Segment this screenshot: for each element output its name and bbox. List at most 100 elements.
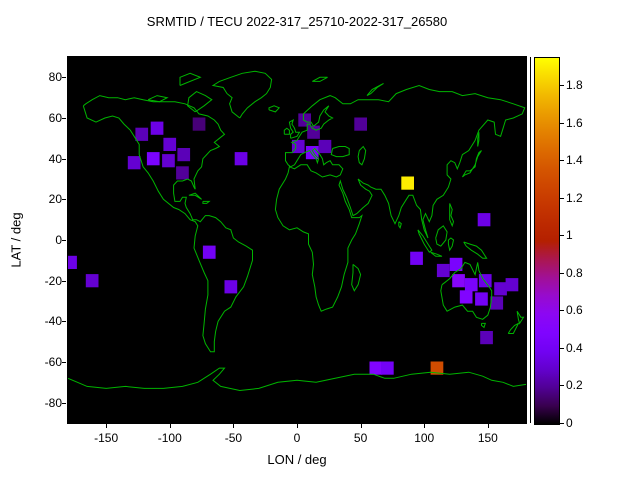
coastline [447,237,455,252]
coastline [507,322,520,334]
y-tick-mark [62,199,66,201]
y-tick-mark [62,77,66,79]
x-tick-label: 150 [477,431,498,445]
heatmap-cell [162,154,175,168]
colorbar-tick-mark [560,85,564,87]
colorbar-tick-mark [560,122,564,124]
y-tick-mark [62,280,66,282]
x-tick-mark [487,424,489,428]
heatmap-cell [307,125,320,139]
colorbar-tick-mark [560,272,564,274]
coastline [351,264,362,292]
colorbar-tick-label: 0.2 [566,378,583,393]
coastline [398,221,402,229]
heatmap-cell [452,274,465,288]
heatmap-cell [369,361,383,375]
coastline [357,145,367,166]
heatmap-cell [464,278,478,292]
heatmap-cell [436,263,450,278]
colorbar-tick-mark [560,423,564,424]
heatmap-cell [202,245,216,259]
x-tick-label: -150 [94,431,119,445]
colorbar-tick-label: 0.4 [566,340,583,355]
coastline [274,84,526,312]
colorbar-tick-mark [560,235,564,237]
heatmap-cell [150,121,164,135]
coastline [481,322,486,329]
heatmap-cell [430,361,444,375]
coastline [68,367,526,392]
heatmap-cell [192,117,206,131]
coastline [477,132,480,147]
colorbar-tick-mark [560,197,564,199]
colorbar-tick-mark [560,160,564,162]
coastline [463,241,488,259]
coastline [430,251,443,257]
x-tick-mark [297,424,298,428]
heatmap-cell [480,331,493,345]
coastline [449,203,455,228]
y-tick-mark [62,402,66,404]
coastline [288,118,301,139]
coastline [312,76,328,82]
heatmap-cell [298,113,311,127]
coastline [82,95,253,353]
heatmap-cell [127,156,141,170]
coastline [268,105,281,113]
coastline [366,82,384,97]
x-tick-mark [360,424,362,428]
colorbar-tick-label: 1 [566,228,573,243]
coastline [187,91,213,113]
y-tick-label: 0 [55,233,62,247]
heatmap-cell [494,282,507,296]
heatmap-cell [475,292,488,306]
x-tick-label: -50 [224,431,243,445]
colorbar-tick-mark [560,385,564,387]
colorbar-tick-label: 1.2 [566,190,583,205]
x-tick-mark [106,424,108,428]
heatmap-cell [449,257,463,271]
heatmap-cell [68,255,77,269]
heatmap-cell [318,139,332,154]
y-tick-label: 20 [48,192,62,207]
coastline [461,150,482,178]
heatmap-cell [135,127,149,141]
colorbar-tick-label: 1.8 [566,78,583,93]
x-tick-label: 0 [293,431,301,445]
colorbar-tick-label: 0 [566,416,573,430]
x-axis-label: LON / deg [267,452,327,467]
coastline [330,146,350,158]
x-tick-label: 100 [414,431,435,445]
heatmap-cell [234,152,248,166]
y-tick-mark [62,362,66,363]
coastline [188,192,202,200]
heatmap-cell [176,166,189,180]
colorbar-tick-mark [560,347,564,349]
coastline [202,200,211,204]
coastline [211,70,273,119]
heatmap-cell [478,274,492,288]
heatmap-cell [381,361,394,375]
y-tick-mark [62,240,66,241]
heatmap-cell [354,117,367,131]
coastline [435,225,448,247]
heatmap-cell [163,137,177,151]
heatmap-cell [410,251,423,265]
heatmap-cell [477,213,491,227]
colorbar-tick-label: 1.4 [566,153,583,168]
y-tick-label: -80 [44,395,62,410]
x-tick-mark [424,424,426,428]
heatmap-cell [505,278,519,292]
x-tick-label: -100 [157,431,182,445]
coastline [440,261,493,320]
y-tick-label: -60 [44,355,62,369]
y-tick-label: 40 [48,151,62,166]
coastline [417,229,433,253]
y-tick-mark [62,158,66,160]
colorbar-tick-label: 0.8 [566,265,583,280]
world-map-svg [68,70,526,392]
x-tick-mark [169,424,171,428]
y-tick-label: 80 [48,70,62,85]
y-tick-mark [62,118,66,119]
